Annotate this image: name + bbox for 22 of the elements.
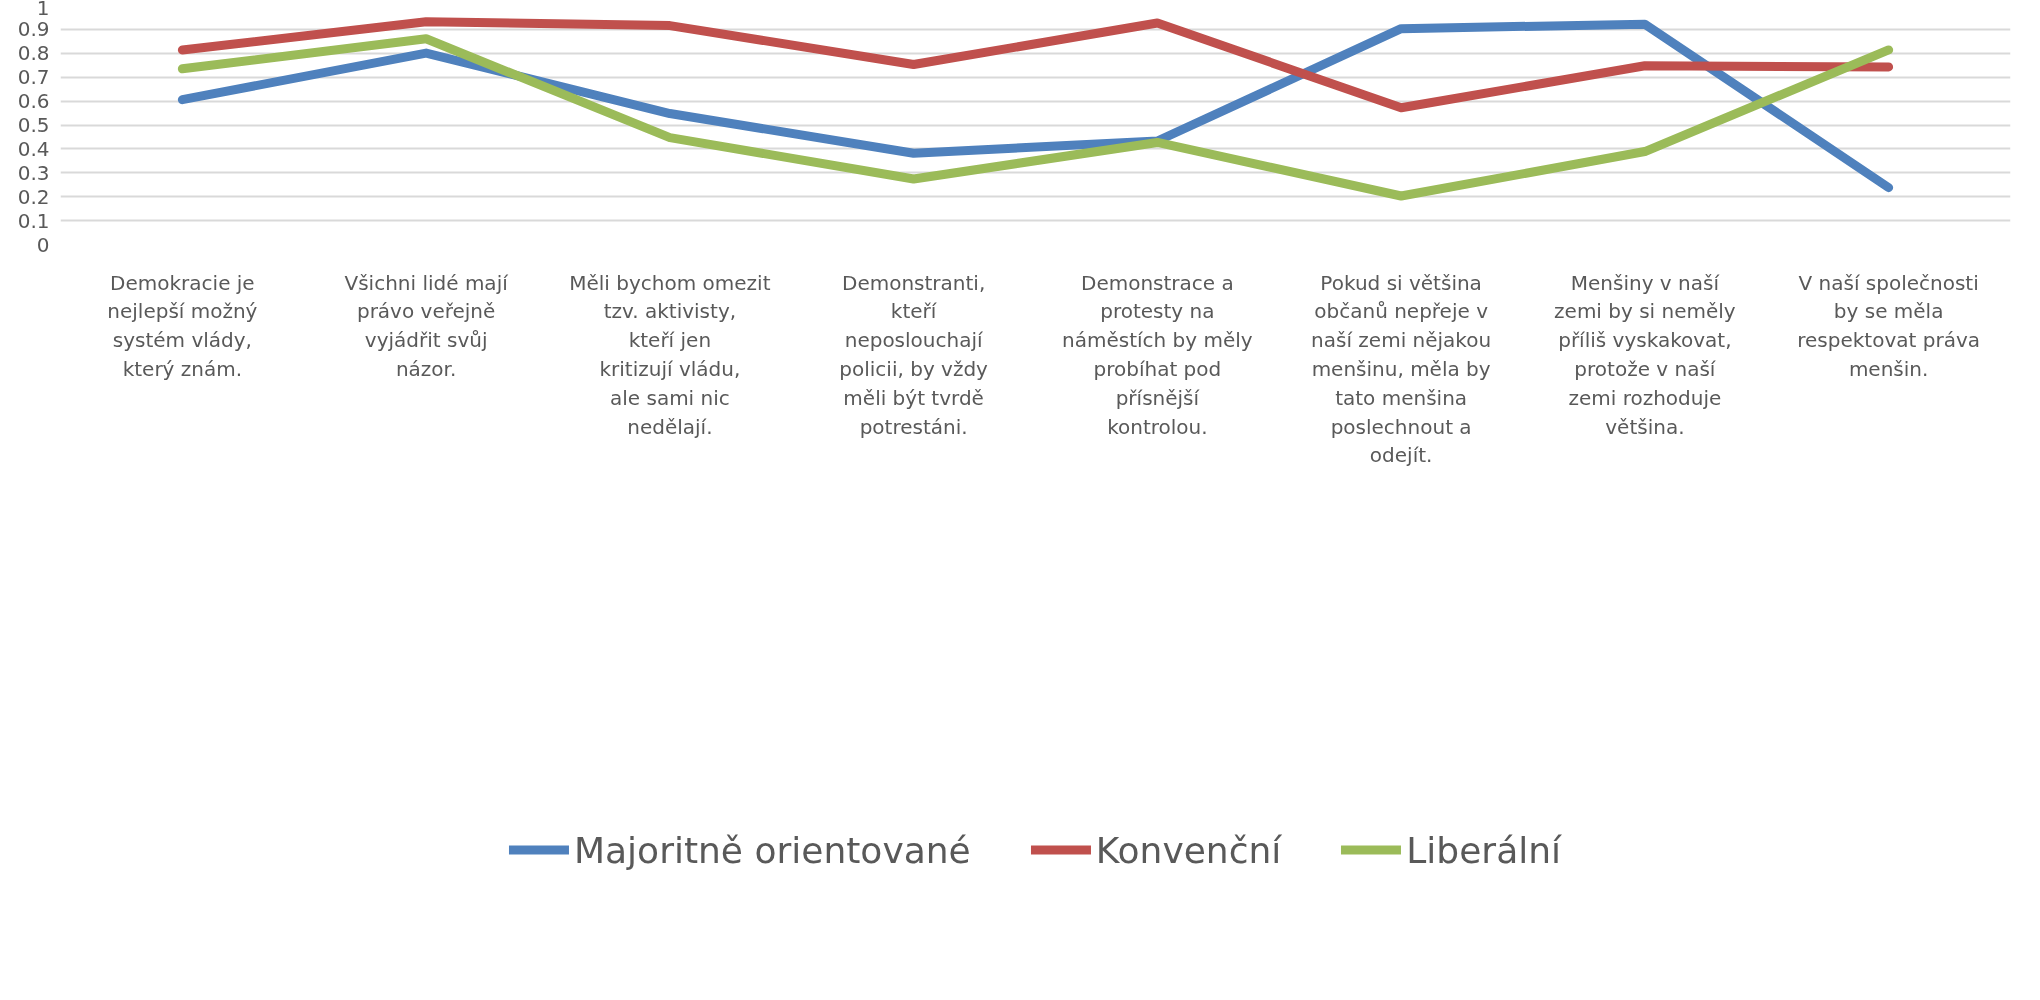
x-tick-label: Měli bychom omezit tzv. aktivisty, kteří jen kritizují vládu, ale sami nic nedělají. <box>569 270 771 439</box>
legend-label: Majoritně orientované <box>573 829 971 871</box>
y-tick-label: 0.9 <box>17 17 50 42</box>
y-tick-label: 0.8 <box>17 41 50 66</box>
x-tick-label: Všichni lidé mají právo veřejně vyjádřit svůj názor. <box>344 270 510 381</box>
x-tick-label: Pokud si většina občanů nepřeje v naší zemi nějakou menšinu, měla by tato menšina poslechnout a odejít. <box>1311 270 1492 468</box>
y-tick-label: 0 <box>36 232 50 257</box>
y-tick-label: 0.1 <box>17 208 50 233</box>
y-tick-label: 0.7 <box>17 65 50 90</box>
x-tick-label: Menšiny v naší zemi by si neměly příliš vyskakovat, protože v naší zemi rozhoduje většina. <box>1554 270 1736 439</box>
y-tick-label: 0.3 <box>17 160 50 185</box>
y-tick-label: 0.5 <box>17 113 50 137</box>
y-tick-label: 1 <box>36 0 50 20</box>
x-tick-label: V naší společnosti by se měla respektovat práva menšin. <box>1797 270 1980 381</box>
legend-label: Konvenční <box>1095 829 1282 871</box>
x-tick-label: Demonstranti, kteří neposlouchají policii, by vždy měli být tvrdě potrestáni. <box>839 270 989 439</box>
y-tick-label: 0.4 <box>17 136 50 161</box>
x-tick-label: Demonstrace a protesty na náměstích by měly probíhat pod přísnější kontrolou. <box>1062 270 1253 439</box>
x-tick-label: Demokracie je nejlepší možný systém vlády, který znám. <box>107 270 258 381</box>
y-tick-label: 0.6 <box>17 89 50 114</box>
legend-label: Liberální <box>1406 829 1562 871</box>
y-tick-label: 0.2 <box>17 184 50 209</box>
